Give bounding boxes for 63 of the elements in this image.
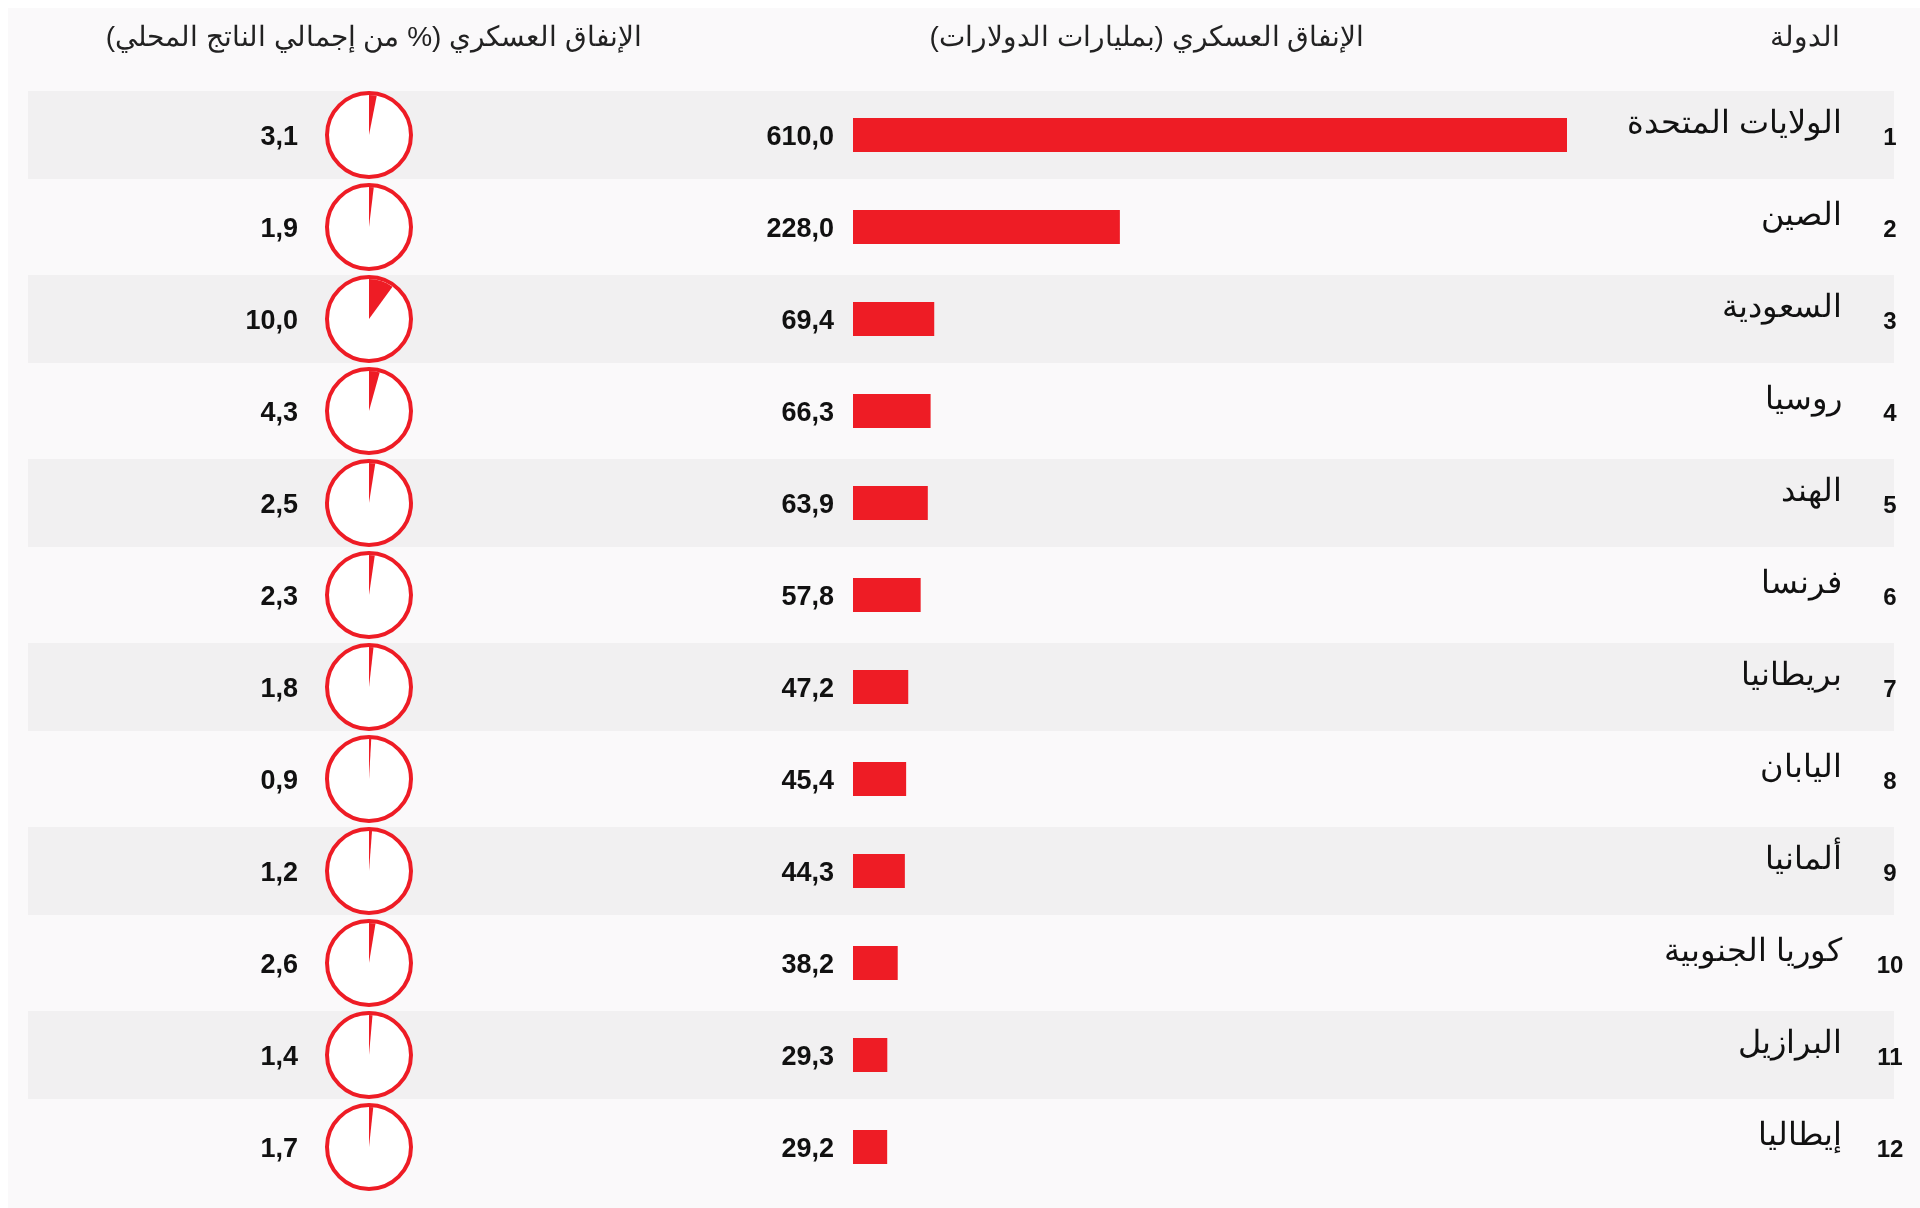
data-label: 4,3 — [260, 397, 298, 427]
y-tick-label: فرنسا — [1761, 564, 1842, 601]
data-label: 69,4 — [781, 305, 834, 335]
text: 4 — [1883, 399, 1898, 426]
bar — [853, 118, 1567, 152]
data-label: 10,0 — [245, 305, 298, 335]
text: 3 — [1883, 307, 1897, 334]
data-label: 1,7 — [260, 1133, 298, 1163]
y-axis-title: الدولة — [1770, 21, 1840, 53]
text: 7 — [1883, 675, 1897, 702]
data-label: 45,4 — [781, 765, 834, 795]
text: 12 — [1876, 1135, 1904, 1162]
text: 8 — [1883, 767, 1897, 794]
data-label: 0,9 — [260, 765, 298, 795]
bar — [853, 854, 905, 888]
bar — [853, 302, 935, 336]
data-label: 47,2 — [781, 673, 834, 703]
data-label: 29,3 — [781, 1041, 834, 1071]
y-tick-label: الصين — [1761, 196, 1842, 233]
y-tick-label: إيطاليا — [1758, 1116, 1842, 1154]
text: 6 — [1883, 583, 1897, 610]
y-tick-label: ألمانيا — [1765, 837, 1842, 876]
data-label: 63,9 — [781, 489, 834, 519]
data-label: 2,3 — [260, 581, 298, 611]
y-tick-label: روسيا — [1765, 380, 1842, 417]
bar — [853, 1038, 888, 1072]
data-label: 38,2 — [781, 949, 834, 979]
data-label: 66,3 — [781, 397, 834, 427]
data-label: 1,2 — [260, 857, 298, 887]
text: 10 — [1876, 951, 1904, 978]
data-label: 3,1 — [260, 121, 298, 151]
data-label: 2,6 — [260, 949, 298, 979]
y-tick-label: السعودية — [1722, 288, 1842, 325]
text: الإنفاق العسكري (% من إجمالي الناتج المحلي) — [105, 21, 642, 53]
text: 2 — [1883, 215, 1897, 242]
y-tick-label: الهند — [1781, 472, 1842, 509]
data-label: 228,0 — [766, 213, 834, 243]
data-label: 57,8 — [781, 581, 834, 611]
bar — [853, 394, 931, 428]
bar — [853, 762, 907, 796]
data-label: 1,8 — [260, 673, 298, 703]
y-tick-label: الولايات المتحدة — [1627, 104, 1842, 141]
text: 5 — [1883, 491, 1897, 518]
y-tick-label: البرازيل — [1738, 1024, 1842, 1061]
bar — [853, 210, 1120, 244]
data-label: 1,9 — [260, 213, 298, 243]
data-label: 2,5 — [260, 489, 298, 519]
y-tick-label: اليابان — [1760, 748, 1842, 784]
bar — [853, 578, 921, 612]
text: 1 — [1883, 123, 1897, 150]
text: 11 — [1877, 1043, 1903, 1070]
y-tick-label: كوريا الجنوبية — [1664, 932, 1843, 969]
data-label: 29,2 — [781, 1133, 834, 1163]
y-tick-label: بريطانيا — [1741, 656, 1842, 693]
data-label: 44,3 — [781, 857, 834, 887]
data-label: 1,4 — [260, 1041, 298, 1071]
bar — [853, 1130, 888, 1164]
bar — [853, 946, 898, 980]
chart-title: الإنفاق العسكري (بمليارات الدولارات) — [929, 21, 1365, 53]
data-label: 610,0 — [766, 121, 834, 151]
text: 9 — [1883, 859, 1897, 886]
bar — [853, 670, 909, 704]
bar — [853, 486, 928, 520]
